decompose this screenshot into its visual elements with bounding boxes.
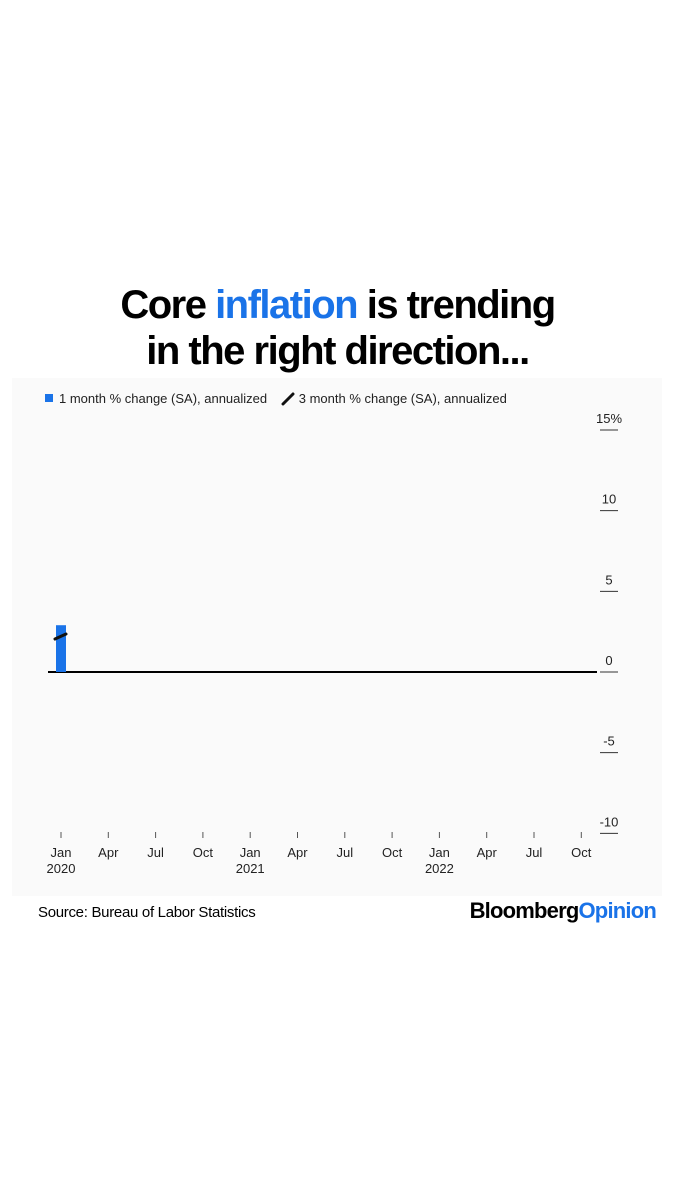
- y-tick-label: -5: [603, 734, 615, 749]
- bar-1-month-change: [56, 625, 66, 672]
- y-tick-label: 15%: [596, 411, 622, 426]
- x-tick-label: Jul: [336, 845, 353, 860]
- x-tick-year-label: 2021: [236, 861, 265, 876]
- headline-text-end: is trending: [357, 283, 556, 327]
- x-tick-label: Oct: [193, 845, 214, 860]
- legend-line-swatch-icon: [281, 392, 295, 406]
- y-tick-label: 0: [605, 653, 612, 668]
- x-tick-label: Apr: [477, 845, 498, 860]
- headline-accent-word: inflation: [215, 283, 359, 327]
- x-tick-label: Jan: [51, 845, 72, 860]
- chart-panel: [12, 378, 662, 896]
- source-note: Source: Bureau of Labor Statistics: [38, 904, 256, 921]
- headline: Core inflation is trending in the right …: [0, 282, 675, 374]
- y-tick-label: 10: [602, 492, 616, 507]
- x-tick-label: Oct: [382, 845, 403, 860]
- x-tick-label: Apr: [98, 845, 119, 860]
- chart-legend: 1 month % change (SA), annualized 3 mont…: [45, 391, 507, 406]
- x-tick-label: Apr: [287, 845, 308, 860]
- headline-line-2: in the right direction...: [146, 329, 530, 373]
- x-tick-year-label: 2020: [47, 861, 76, 876]
- x-tick-label: Jan: [429, 845, 450, 860]
- brand-logo-opinion: Opinion: [578, 898, 657, 923]
- line-3-month-change-point: [53, 632, 68, 641]
- x-tick-label: Oct: [571, 845, 592, 860]
- x-tick-label: Jul: [147, 845, 164, 860]
- legend-label-line-series: 3 month % change (SA), annualized: [298, 391, 507, 406]
- headline-text-start: Core: [120, 283, 216, 327]
- brand-logo: BloombergOpinion: [469, 898, 657, 924]
- x-tick-label: Jan: [240, 845, 261, 860]
- legend-bar-swatch-icon: [45, 394, 53, 402]
- y-tick-label: -10: [600, 814, 619, 829]
- y-tick-label: 5: [605, 572, 612, 587]
- brand-logo-bloomberg: Bloomberg: [469, 898, 580, 923]
- legend-label-bar-series: 1 month % change (SA), annualized: [59, 391, 268, 406]
- headline-line-1: Core inflation is trending: [0, 282, 675, 328]
- x-tick-label: Jul: [526, 845, 543, 860]
- x-tick-year-label: 2022: [425, 861, 454, 876]
